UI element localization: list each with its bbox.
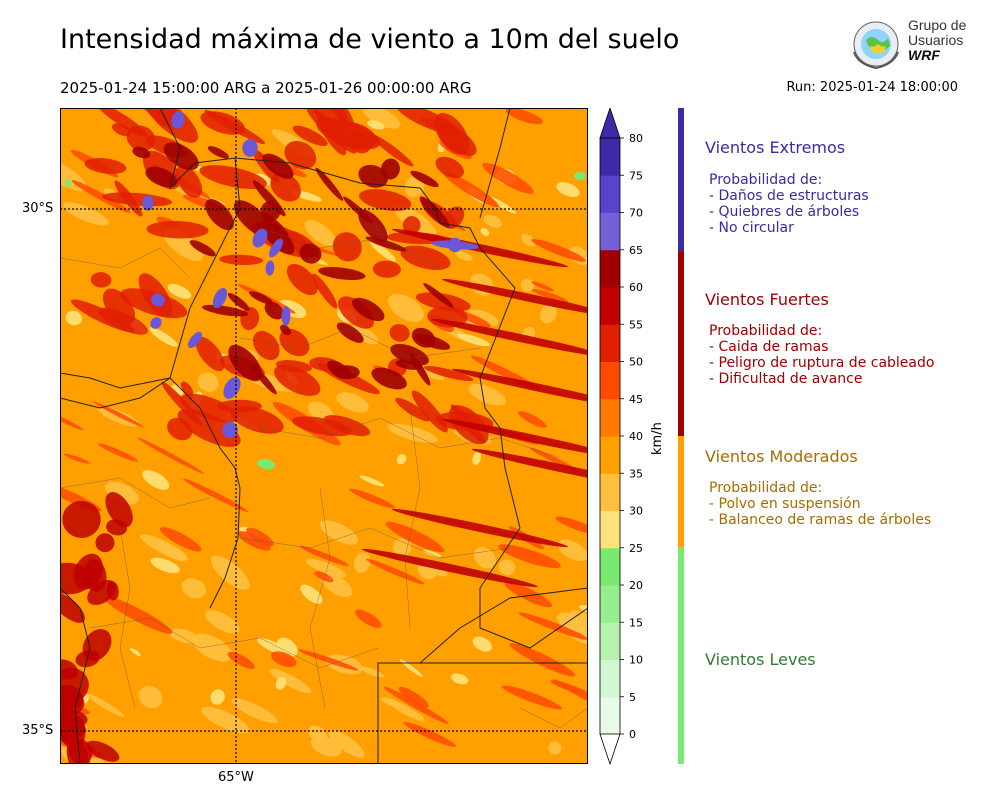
colorbar-tick-label: 0 [629, 728, 636, 741]
category-line: - Daños de estructuras [709, 188, 869, 204]
colorbar-tick-label: 55 [629, 318, 643, 331]
colorbar-segment [600, 249, 620, 288]
forecast-period: 2025-01-24 15:00:00 ARG a 2025-01-26 00:… [60, 79, 472, 97]
colorbar-tick-label: 5 [629, 691, 636, 704]
wind-map [60, 108, 588, 764]
colorbar-tick-label: 70 [629, 207, 643, 220]
colorbar: 0 5 10 15 20 25 30 35 40 45 50 55 60 65 70 75 80 [599, 108, 643, 766]
colorbar-tick-label: 10 [629, 654, 643, 667]
colorbar-segment [600, 324, 620, 362]
category-line: Probabilidad de: [709, 480, 823, 496]
colorbar-segment [600, 622, 620, 660]
lat-label-35s: 35°S [22, 723, 54, 738]
category-title: Vientos Extremos [705, 138, 846, 157]
wrf-logo: Grupo de Usuarios WRF [848, 18, 968, 72]
category-bar [678, 108, 684, 252]
category-title: Vientos Moderados [705, 447, 858, 466]
category-line: - Polvo en suspensión [709, 496, 861, 512]
colorbar-tick-label: 75 [629, 169, 643, 182]
category-line: - Dificultad de avance [709, 371, 863, 387]
colorbar-extend-max [599, 108, 621, 139]
colorbar-segment [600, 175, 620, 213]
colorbar-segment [600, 138, 620, 176]
graticule [60, 108, 588, 764]
colorbar-tick-label: 50 [629, 356, 643, 369]
category-description: Probabilidad de: - Polvo en suspensión - B… [709, 480, 931, 528]
lon-label-65w: 65°W [218, 770, 254, 785]
colorbar-tick-label: 15 [629, 616, 643, 629]
colorbar-segment [600, 436, 620, 474]
colorbar-segment [600, 696, 620, 735]
category-bar [678, 547, 684, 764]
colorbar-tick-label: 65 [629, 244, 643, 257]
colorbar-segment [600, 585, 620, 623]
category-line: - Balanceo de ramas de árboles [709, 512, 932, 528]
colorbar-tick-label: 40 [629, 430, 643, 443]
category-bar [678, 252, 684, 436]
run-time: Run: 2025-01-24 18:00:00 [786, 80, 958, 95]
colorbar-tick-label: 80 [629, 132, 643, 145]
colorbar-tick-label: 25 [629, 542, 643, 555]
page-title: Intensidad máxima de viento a 10m del su… [60, 24, 680, 55]
category-description: Probabilidad de: - Daños de estructuras - … [709, 172, 869, 236]
lat-label-30s: 30°S [22, 201, 54, 216]
category-title: Vientos Fuertes [705, 290, 829, 309]
wind-field [60, 108, 588, 764]
category-line: - No circular [709, 220, 794, 236]
category-description: Probabilidad de: - Caida de ramas - Peligr… [709, 323, 934, 387]
colorbar-unit: km/h [650, 422, 665, 455]
colorbar-tick-label: 45 [629, 393, 643, 406]
colorbar-tick-label: 30 [629, 505, 643, 518]
category-line: Probabilidad de: [709, 172, 823, 188]
category-line: - Caida de ramas [709, 339, 829, 355]
province-borders [60, 108, 588, 764]
colorbar-segment [600, 212, 620, 251]
colorbar-segment [600, 361, 620, 400]
logo-line1: Grupo de [908, 17, 967, 33]
colorbar-segment [600, 287, 620, 325]
department-borders [60, 227, 588, 729]
category-line: Probabilidad de: [709, 323, 823, 339]
globe-logo-icon [853, 21, 899, 70]
colorbar-segment [600, 547, 620, 586]
colorbar-ticks: 0 5 10 15 20 25 30 35 40 45 50 55 60 65 70 75 80 [620, 132, 643, 741]
colorbar-segment [600, 659, 620, 698]
colorbar-tick-label: 20 [629, 579, 643, 592]
colorbar-segment [600, 510, 620, 549]
logo-line2: Usuarios [908, 32, 964, 48]
category-title: Vientos Leves [705, 650, 816, 669]
colorbar-tick-label: 35 [629, 467, 643, 480]
colorbar-segment [600, 398, 620, 437]
logo-line3: WRF [908, 47, 940, 63]
category-line: - Peligro de ruptura de cableado [709, 355, 935, 371]
colorbar-extend-min [599, 733, 621, 766]
colorbar-segment [600, 473, 620, 511]
colorbar-segments [599, 108, 621, 766]
category-bar [678, 436, 684, 547]
category-line: - Quiebres de árboles [709, 204, 860, 220]
colorbar-tick-label: 60 [629, 281, 643, 294]
